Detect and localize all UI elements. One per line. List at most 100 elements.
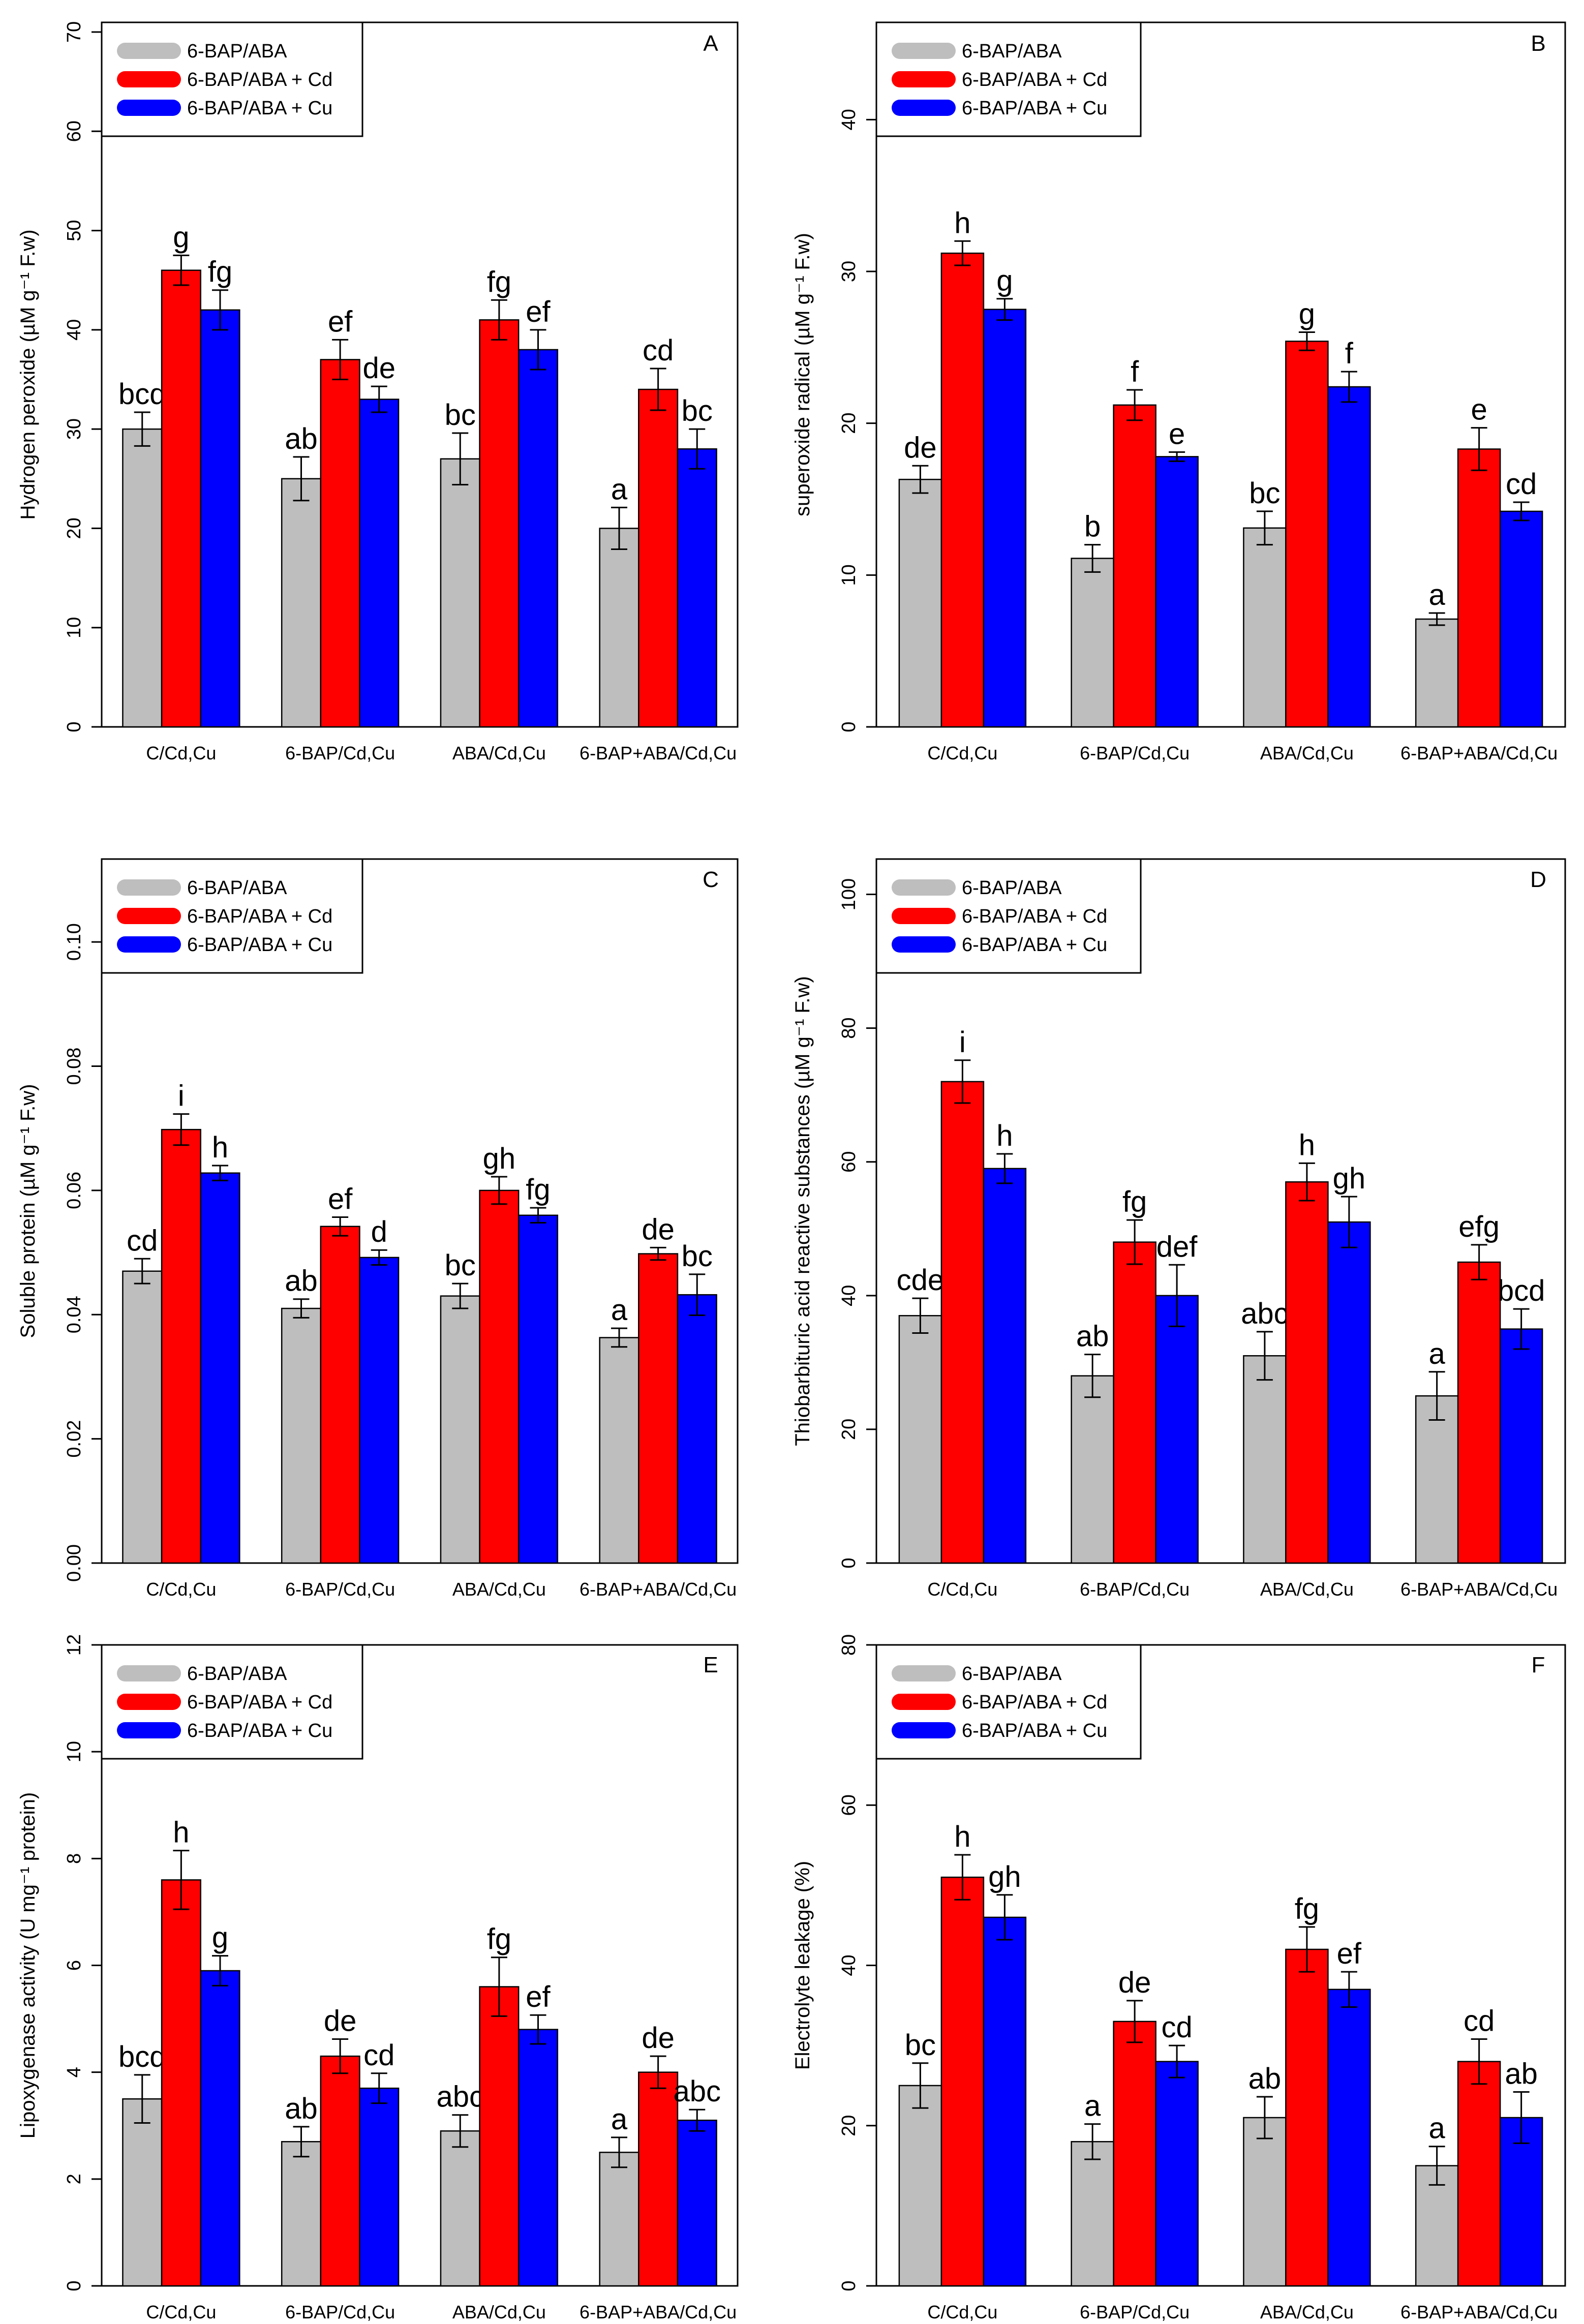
y-tick-label: 0.10 <box>64 923 85 961</box>
significance-label: cde <box>897 1264 945 1297</box>
y-tick-label: 50 <box>64 220 85 241</box>
x-category-label: 6-BAP+ABA/Cd,Cu <box>1400 2302 1558 2322</box>
y-tick-label: 40 <box>838 1285 860 1306</box>
x-category-label: 6-BAP/Cd,Cu <box>285 743 395 763</box>
bar <box>281 478 322 728</box>
y-tick-label: 6 <box>64 1960 85 1971</box>
bar <box>1415 618 1459 728</box>
y-tick-label: 100 <box>838 878 860 910</box>
legend-label: 6-BAP/ABA <box>187 1663 287 1685</box>
x-category-label: 6-BAP/Cd,Cu <box>285 1579 395 1600</box>
significance-label: de <box>324 2005 357 2038</box>
y-tick-label: 0 <box>838 2280 860 2291</box>
bar-group: cde i h C/Cd,Cu <box>897 1026 1027 1600</box>
significance-label: cd <box>1464 2005 1495 2038</box>
y-tick-label: 20 <box>838 1419 860 1440</box>
bar-group: b fe 6-BAP/Cd,Cu <box>1071 355 1199 763</box>
x-category-label: ABA/Cd,Cu <box>452 1579 546 1600</box>
bar <box>898 1315 942 1564</box>
significance-label: b <box>1084 510 1101 543</box>
significance-label: ab <box>285 422 318 455</box>
significance-label: ef <box>328 305 353 338</box>
y-tick-label: 40 <box>64 319 85 341</box>
significance-label: d <box>371 1215 387 1248</box>
bar-group: bcd h g C/Cd,Cu <box>118 1816 240 2322</box>
significance-label: f <box>1131 355 1139 388</box>
significance-label: de <box>642 2022 675 2055</box>
significance-label: g <box>1299 297 1315 330</box>
bar <box>940 252 985 728</box>
bar <box>1285 341 1329 728</box>
bar <box>1071 2141 1114 2287</box>
x-category-label: 6-BAP+ABA/Cd,Cu <box>580 2302 737 2322</box>
significance-label: abc <box>436 2081 484 2114</box>
y-tick-label: 80 <box>838 1634 860 1656</box>
significance-label: bc <box>682 1240 713 1273</box>
bar <box>161 1879 201 2287</box>
significance-label: bc <box>1249 477 1280 510</box>
bar <box>479 319 520 728</box>
legend-label: 6-BAP/ABA + Cu <box>187 934 332 956</box>
significance-label: fg <box>208 256 232 289</box>
significance-label: g <box>996 264 1013 297</box>
y-tick-label: 0 <box>838 721 860 732</box>
bar <box>940 1081 985 1564</box>
significance-label: ab <box>1248 2062 1282 2095</box>
y-tick-label: 10 <box>64 617 85 638</box>
bar <box>677 448 717 728</box>
legend-label: 6-BAP/ABA + Cd <box>187 69 332 90</box>
x-category-label: 6-BAP+ABA/Cd,Cu <box>580 743 737 763</box>
significance-label: bc <box>905 2029 936 2062</box>
significance-label: cd <box>1506 468 1537 501</box>
significance-label: h <box>1299 1128 1315 1161</box>
plot-frame <box>875 858 1566 1564</box>
x-category-label: 6-BAP/Cd,Cu <box>285 2302 395 2322</box>
x-category-label: ABA/Cd,Cu <box>1260 743 1354 763</box>
x-category-label: C/Cd,Cu <box>146 1579 216 1600</box>
bar <box>1071 1375 1114 1564</box>
panel-b: 0 10 20 30 40 superoxide radical (µM g⁻¹ F.w)… <box>791 21 1566 763</box>
bar <box>983 1168 1027 1564</box>
significance-label: h <box>173 1816 189 1849</box>
bar <box>359 1257 400 1564</box>
significance-label: efg <box>1458 1210 1500 1243</box>
bar-group: abc hgh ABA/Cd,Cu <box>1241 1128 1371 1600</box>
significance-label: a <box>611 1294 628 1327</box>
significance-label: cd <box>643 334 674 367</box>
x-category-label: 6-BAP/Cd,Cu <box>1080 743 1190 763</box>
significance-label: bc <box>682 394 713 427</box>
x-category-label: 6-BAP+ABA/Cd,Cu <box>580 1579 737 1600</box>
panel-f: 0 20 40 60 80 Electrolyte leakage (%) Fbc hgh C/… <box>791 1634 1566 2322</box>
y-tick-label: 20 <box>838 2115 860 2136</box>
bar-group: de hg C/Cd,Cu <box>898 206 1027 763</box>
legend-label: 6-BAP/ABA + Cu <box>187 1720 332 1741</box>
y-tick-label: 10 <box>64 1741 85 1762</box>
legend-label: 6-BAP/ABA + Cu <box>187 98 332 119</box>
y-tick-label: 70 <box>64 21 85 43</box>
y-tick-label: 60 <box>838 1794 860 1816</box>
significance-label: fg <box>487 265 511 298</box>
significance-label: a <box>611 2103 628 2136</box>
significance-label: cd <box>1161 2011 1192 2044</box>
y-tick-label: 30 <box>64 418 85 440</box>
x-category-label: 6-BAP+ABA/Cd,Cu <box>1400 743 1558 763</box>
legend-label: 6-BAP/ABA + Cu <box>962 934 1107 956</box>
y-tick-label: 40 <box>838 109 860 130</box>
significance-label: ef <box>328 1182 353 1215</box>
significance-label: ef <box>1337 1937 1362 1970</box>
y-tick-label: 60 <box>64 120 85 142</box>
legend-label: 6-BAP/ABA + Cd <box>962 69 1107 90</box>
bar <box>440 1295 480 1564</box>
y-tick-label: 8 <box>64 1853 85 1864</box>
bar <box>1285 1181 1329 1564</box>
bar <box>940 1876 985 2287</box>
bar <box>898 478 942 728</box>
bar-group: ab efd 6-BAP/Cd,Cu <box>281 1182 400 1600</box>
legend-label: 6-BAP/ABA + Cd <box>962 1692 1107 1713</box>
bar <box>1113 2021 1156 2287</box>
